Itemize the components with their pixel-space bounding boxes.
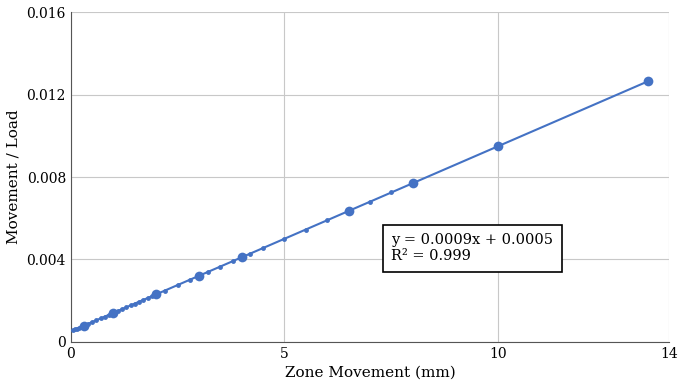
X-axis label: Zone Movement (mm): Zone Movement (mm) — [284, 366, 456, 380]
Text: y = 0.0009x + 0.0005
R² = 0.999: y = 0.0009x + 0.0005 R² = 0.999 — [391, 233, 553, 264]
Y-axis label: Movement / Load: Movement / Load — [7, 110, 21, 244]
